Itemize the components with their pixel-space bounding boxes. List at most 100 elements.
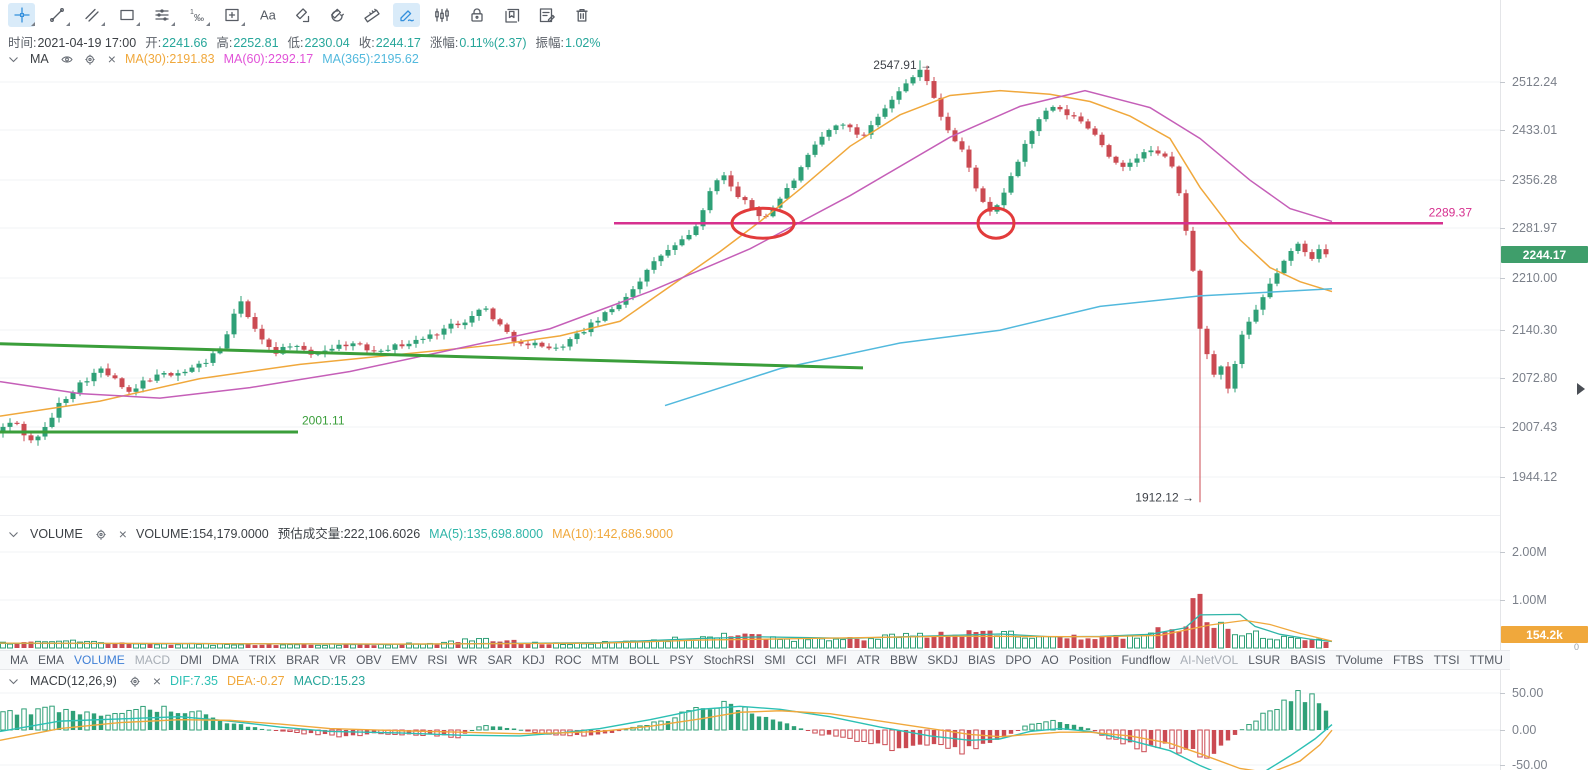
trendline-tool[interactable] <box>43 3 70 27</box>
rectangle-tool[interactable] <box>113 3 140 27</box>
edit-list-icon <box>539 8 555 23</box>
tab-ema[interactable]: EMA <box>38 653 65 667</box>
tab-mtm[interactable]: MTM <box>591 653 619 667</box>
horizontal-lines-tool[interactable] <box>148 3 175 27</box>
axis-tick <box>1500 180 1505 181</box>
tab-tvolume[interactable]: TVolume <box>1335 653 1383 667</box>
settings-gear-icon[interactable] <box>128 675 142 688</box>
tool-dropdown-arrow[interactable] <box>66 22 70 26</box>
tab-ma[interactable]: MA <box>10 653 28 667</box>
stat-label: 高: <box>216 36 233 50</box>
tab-trix[interactable]: TRIX <box>248 653 277 667</box>
close-icon[interactable]: × <box>118 526 127 542</box>
ohlc-stat: 涨幅: 0.11%(2.37) <box>430 36 527 51</box>
delete-tool[interactable] <box>568 3 595 27</box>
tab-rsi[interactable]: RSI <box>427 653 448 667</box>
tab-lsur[interactable]: LSUR <box>1248 653 1281 667</box>
eraser-round-tool[interactable] <box>323 3 350 27</box>
close-icon[interactable]: × <box>107 51 116 67</box>
stat-value: 2021-04-19 17:00 <box>37 36 137 50</box>
tab-dpo[interactable]: DPO <box>1005 653 1032 667</box>
collapse-chevron-icon[interactable] <box>8 531 19 539</box>
tool-dropdown-arrow[interactable] <box>206 22 210 26</box>
macd-indicator-row: MACD(12,26,9) × DIF:7.35 DEA:-0.27 MACD:15.2… <box>8 674 365 689</box>
tab-sar[interactable]: SAR <box>487 653 513 667</box>
chart-annotation: 2001.11 <box>302 414 345 428</box>
tab-ao[interactable]: AO <box>1041 653 1059 667</box>
svg-text:Aa: Aa <box>260 8 277 23</box>
collapse-chevron-icon[interactable] <box>8 678 19 686</box>
last-price-badge: 2244.17 <box>1501 246 1588 263</box>
tab-ttmu[interactable]: TTMU <box>1469 653 1503 667</box>
fibonacci-tool[interactable]: 1 ‰ <box>183 3 210 27</box>
tab-bbw[interactable]: BBW <box>890 653 918 667</box>
tab-bias[interactable]: BIAS <box>968 653 996 667</box>
macd-chart-canvas[interactable] <box>0 668 1500 770</box>
tab-roc[interactable]: ROC <box>554 653 582 667</box>
price-axis-label: 2140.30 <box>1512 323 1558 337</box>
tab-ftbs[interactable]: FTBS <box>1392 653 1424 667</box>
visibility-eye-icon[interactable] <box>60 53 74 66</box>
tab-boll[interactable]: BOLL <box>628 653 660 667</box>
axis-tick <box>1500 477 1505 478</box>
tool-dropdown-arrow[interactable] <box>171 22 175 26</box>
tool-dropdown-arrow[interactable] <box>31 22 35 26</box>
tool-dropdown-arrow[interactable] <box>136 22 140 26</box>
bookmark-icon <box>504 8 519 23</box>
indicator-name: MA <box>30 52 49 66</box>
settings-gear-icon[interactable] <box>94 528 108 541</box>
red-circle-annotation[interactable] <box>730 206 796 240</box>
trendline-icon <box>49 8 64 22</box>
tab-obv[interactable]: OBV <box>356 653 382 667</box>
settings-gear-icon[interactable] <box>83 53 97 66</box>
parallel-lines-tool[interactable] <box>78 3 105 27</box>
template-edit-tool[interactable] <box>533 3 560 27</box>
tab-brar[interactable]: BRAR <box>286 653 320 667</box>
tab-fundflow[interactable]: Fundflow <box>1121 653 1171 667</box>
tool-dropdown-arrow[interactable] <box>101 22 105 26</box>
close-icon[interactable]: × <box>152 673 162 689</box>
tab-basis[interactable]: BASIS <box>1290 653 1326 667</box>
tab-emv[interactable]: EMV <box>391 653 418 667</box>
tab-wr[interactable]: WR <box>457 653 478 667</box>
tab-ttsi[interactable]: TTSI <box>1433 653 1460 667</box>
ohlc-stat: 低: 2230.04 <box>288 36 350 51</box>
indicator-name: VOLUME <box>30 527 83 541</box>
tab-dmi[interactable]: DMI <box>180 653 203 667</box>
tool-dropdown-arrow[interactable] <box>241 22 245 26</box>
crosshair-tool[interactable] <box>8 3 35 27</box>
tab-atr[interactable]: ATR <box>856 653 881 667</box>
price-chart-canvas[interactable]: 2547.91 → 1912.12 → 2001.11 2289.37 <box>0 30 1500 515</box>
tab-vr[interactable]: VR <box>329 653 347 667</box>
grid-box-tool[interactable] <box>218 3 245 27</box>
tab-skdj[interactable]: SKDJ <box>927 653 959 667</box>
volume-indicator-row: VOLUME × VOLUME:154,179.0000 预估成交量:222,106.… <box>8 527 673 542</box>
volume-chart-canvas[interactable] <box>0 515 1500 650</box>
red-circle-annotation[interactable] <box>976 206 1016 240</box>
rectangle-icon <box>119 9 134 21</box>
tab-smi[interactable]: SMI <box>764 653 786 667</box>
tab-position[interactable]: Position <box>1068 653 1112 667</box>
bookmark-tool[interactable] <box>498 3 525 27</box>
tab-psy[interactable]: PSY <box>669 653 694 667</box>
tab-kdj[interactable]: KDJ <box>522 653 545 667</box>
eraser-icon <box>295 8 309 23</box>
ruler-tool[interactable] <box>358 3 385 27</box>
green-trendline[interactable] <box>0 342 864 370</box>
eraser-tool[interactable] <box>288 3 315 27</box>
candle-style-tool[interactable] <box>428 3 455 27</box>
tab-mfi[interactable]: MFI <box>826 653 847 667</box>
collapse-chevron-icon[interactable] <box>8 56 19 64</box>
text-tool[interactable]: Aa <box>253 3 280 27</box>
price-axis-label: 1944.12 <box>1512 470 1558 484</box>
panel-expand-arrow[interactable] <box>1577 383 1585 395</box>
tab-macd[interactable]: MACD <box>134 653 171 667</box>
tab-cci[interactable]: CCI <box>795 653 817 667</box>
lock-tool[interactable] <box>463 3 490 27</box>
tab-volume[interactable]: VOLUME <box>74 653 125 667</box>
brush-tool[interactable] <box>393 3 420 27</box>
tab-ai-netvol[interactable]: AI-NetVOL <box>1180 653 1239 667</box>
stat-value: 0.11%(2.37) <box>459 36 527 50</box>
tab-dma[interactable]: DMA <box>212 653 239 667</box>
tab-stochrsi[interactable]: StochRSI <box>703 653 755 667</box>
